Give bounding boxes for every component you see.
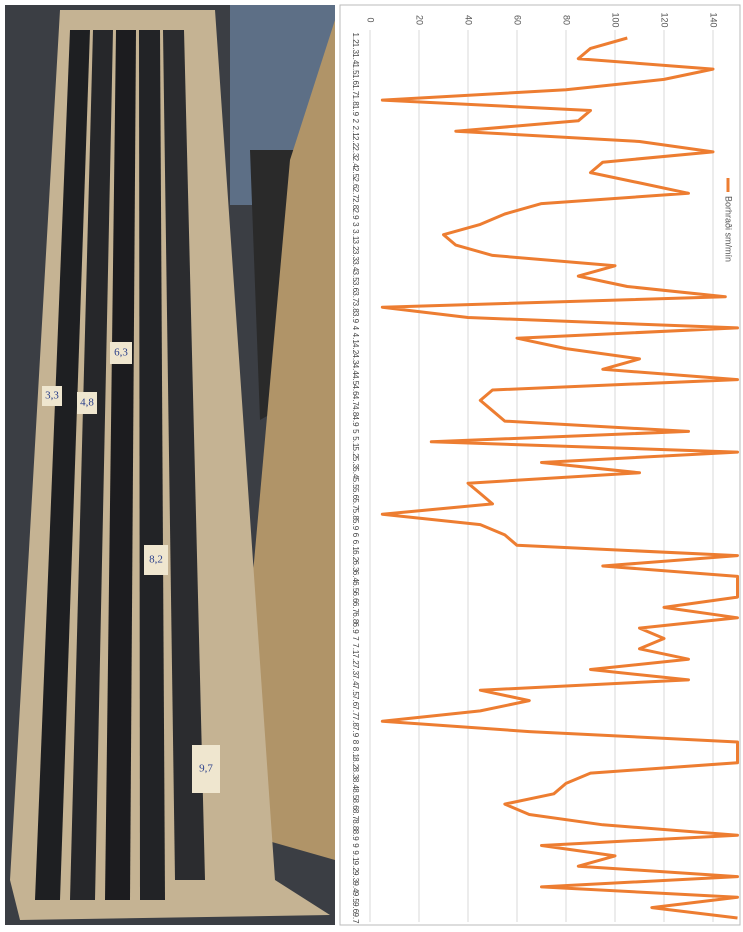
category-tick-label: 2.9	[351, 208, 360, 220]
depth-tag-text: 9,7	[199, 763, 213, 775]
value-tick-label: 140	[709, 12, 719, 27]
category-tick-label: 5	[351, 429, 360, 434]
figure: 3,3 4,8 6,3 8,2 9,7 0 20 40 60 80 100 120 140 1.…	[0, 0, 743, 927]
category-tick-label: 6.9	[351, 623, 360, 635]
category-tick-label: 9.7	[351, 912, 360, 924]
legend-text: Borhraði sm/mín	[724, 196, 734, 262]
chart-panel	[340, 5, 740, 925]
category-tick-label: 5.9	[351, 519, 360, 531]
value-tick-label: 0	[366, 17, 376, 22]
value-tick-label: 60	[513, 15, 523, 25]
category-tick-label: 7.9	[351, 726, 360, 738]
category-tick-label: 8	[351, 740, 360, 745]
depth-tag-text: 3,3	[45, 390, 59, 402]
value-tick-label: 80	[562, 15, 572, 25]
category-tick-label: 3	[351, 222, 360, 227]
depth-tag-text: 6,3	[114, 347, 128, 359]
category-tick-label: 8.9	[351, 830, 360, 842]
category-tick-label: 9	[351, 843, 360, 848]
category-tick-label: 2	[351, 119, 360, 124]
category-tick-label: 4	[351, 326, 360, 331]
category-tick-label: 7	[351, 636, 360, 641]
page: {"photo": {"labels": ["3,3", "4,8", "6,3…	[0, 0, 743, 927]
value-tick-label: 120	[660, 12, 670, 27]
category-tick-label: 6	[351, 533, 360, 538]
category-tick-label: 3.9	[351, 312, 360, 324]
value-tick-label: 100	[611, 12, 621, 27]
depth-tag-text: 8,2	[149, 554, 163, 566]
category-tick-label: 4.9	[351, 415, 360, 427]
value-tick-label: 20	[415, 15, 425, 25]
depth-tag-text: 4,8	[80, 397, 94, 409]
category-tick-label: 1.9	[351, 105, 360, 117]
value-tick-label: 40	[464, 15, 474, 25]
core-box-photo: 3,3 4,8 6,3 8,2 9,7	[5, 5, 335, 925]
